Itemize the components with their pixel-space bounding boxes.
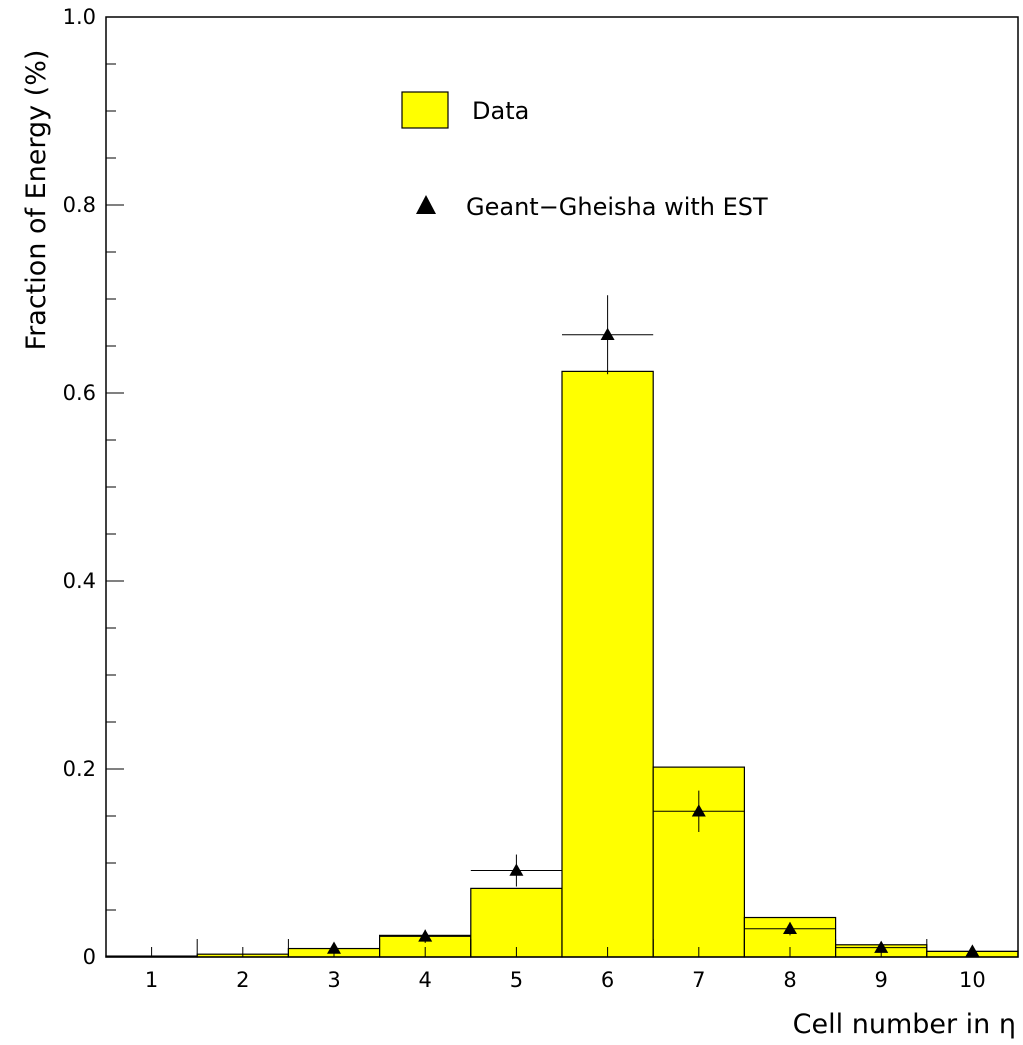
- x-tick-label: 5: [510, 968, 523, 992]
- x-tick-label: 8: [783, 968, 796, 992]
- point-6: [600, 327, 615, 340]
- x-tick-label: 3: [327, 968, 340, 992]
- point-7: [691, 804, 706, 817]
- legend-label-sim: Geant−Gheisha with EST: [466, 193, 768, 221]
- legend-label-data: Data: [472, 97, 529, 125]
- y-tick-label: 0.4: [63, 569, 96, 593]
- x-tick-label: 1: [145, 968, 158, 992]
- y-tick-label: 0.2: [63, 757, 96, 781]
- legend-swatch-data: [401, 91, 449, 129]
- point-8: [783, 921, 797, 935]
- x-tick-label: 9: [875, 968, 888, 992]
- point-4: [418, 929, 433, 942]
- legend: Data Geant−Gheisha with EST: [401, 91, 768, 221]
- point-9: [874, 940, 889, 953]
- x-tick-label: 4: [419, 968, 432, 992]
- y-tick-label: 0: [83, 945, 96, 969]
- y-tick-label: 0.8: [63, 193, 96, 217]
- bar-6: [561, 370, 654, 958]
- point-5: [509, 863, 524, 876]
- y-tick-label: 0.6: [63, 381, 96, 405]
- legend-marker-sim: [416, 195, 436, 214]
- y-axis-label: Fraction of Energy (%): [21, 50, 52, 351]
- x-tick-label: 6: [601, 968, 614, 992]
- x-tick-label: 2: [236, 968, 249, 992]
- bars-group: [105, 370, 1019, 958]
- x-axis-label: Cell number in η: [793, 1009, 1016, 1040]
- y-ticks-group: 0 0.2 0.4 0.6 0.8 1.0: [63, 5, 124, 969]
- x-ticks-group: 1 2 3 4 5 6 7 8 9 10: [105, 939, 986, 992]
- x-tick-label: 7: [692, 968, 705, 992]
- x-tick-label: 10: [959, 968, 986, 992]
- bar-5: [470, 887, 563, 958]
- y-tick-label: 1.0: [63, 5, 96, 29]
